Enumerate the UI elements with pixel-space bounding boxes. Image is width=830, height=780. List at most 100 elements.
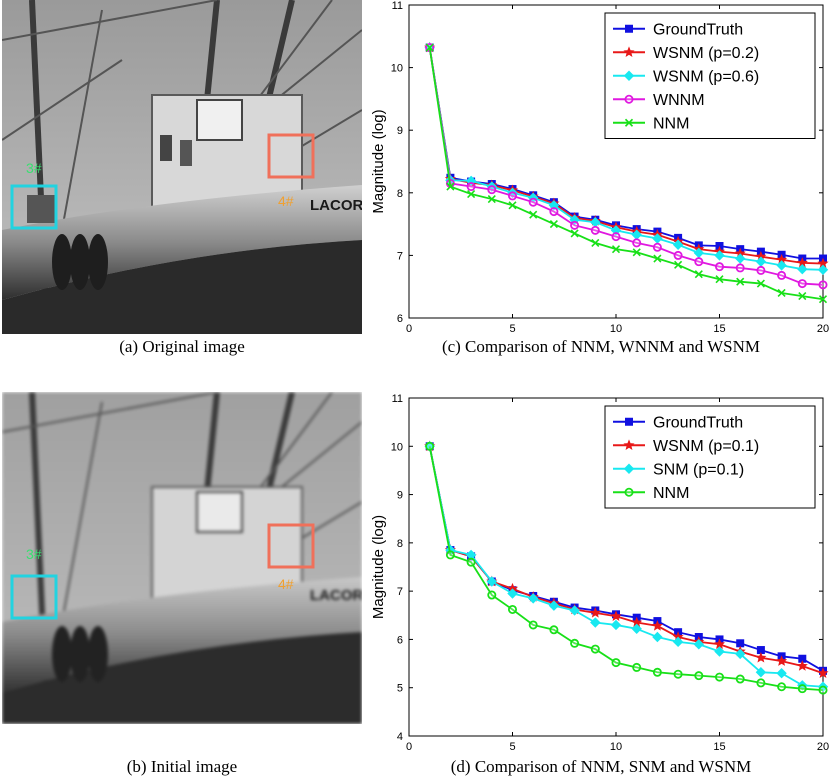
chart-c-data-point (467, 189, 476, 199)
chart-c-data-point (591, 238, 600, 247)
chart-d-data-point (673, 669, 683, 679)
chart-c-data-point (508, 201, 517, 210)
chart-d-legend-label: GroundTruth (653, 414, 743, 431)
chart-c-data-point (797, 263, 808, 275)
chart-c-panel: 0510152067891011The i-th singular valueM… (366, 0, 830, 334)
chart-c-legend-marker (623, 46, 635, 57)
chart-c-ytick-label: 8 (397, 188, 403, 200)
caption-a: (a) Original image (119, 337, 245, 356)
chart-d-data-point (569, 605, 580, 616)
chart-c-data-point (487, 194, 496, 204)
chart-d-data-point (507, 588, 518, 599)
chart-c-ytick-label: 7 (397, 250, 403, 262)
chart-d-legend (604, 405, 816, 509)
patch-3-label: 3# (26, 160, 42, 176)
hull-text-b: LACORU (310, 587, 362, 604)
chart-c-data-point (694, 270, 703, 279)
chart-d-data-point (549, 625, 559, 635)
patch-4-label-b: 4# (278, 576, 294, 592)
patch-4-label: 4# (278, 193, 294, 209)
chart-c-ytick-label: 6 (397, 313, 403, 325)
chart-d-data-point (548, 600, 560, 611)
patch-3-box (10, 184, 58, 230)
chart-c-legend-label: GroundTruth (653, 21, 743, 38)
chart-c-data-point (798, 292, 807, 301)
chart-d-data-point (818, 685, 828, 695)
chart-c-data-point (548, 200, 560, 211)
chart-d-legend-marker (623, 463, 635, 474)
chart-d-data-point (776, 655, 788, 666)
chart-c-data-point (652, 242, 662, 252)
patch-3-box-b (10, 574, 58, 620)
chart-d-panel: 0 5 10 15 20 4 5 6 7 8 9 10 11 The i-th singular valu… (366, 392, 830, 756)
chart-d-data-point (652, 667, 662, 677)
chart-c-data-point (653, 254, 662, 263)
chart-d-ytick-label: 7 (397, 586, 403, 598)
original-image-panel: LACORU 3# 4# (2, 0, 362, 334)
chart-d-xtick-label: 15 (713, 741, 725, 753)
patch-3-label-b: 3# (26, 546, 42, 562)
chart-d-ytick-label: 11 (392, 393, 403, 405)
chart-c-data-point (818, 295, 828, 304)
chart-d-ytick-label: 10 (391, 441, 403, 453)
chart-c-ylabel: Magnitude (log) (370, 109, 387, 213)
patch-4-box-b (267, 523, 315, 569)
chart-c-legend-label: WSNM (p=0.6) (653, 68, 759, 85)
patch-4-box (267, 133, 315, 179)
chart-d-legend-marker (625, 417, 633, 426)
chart-c-data-point (818, 280, 828, 290)
chart-c-legend-label: NNM (653, 115, 689, 132)
chart-c-data-point (549, 207, 559, 217)
chart-c-xtick-label: 10 (610, 323, 622, 334)
chart-d-data-point (632, 662, 642, 672)
chart-d-data-point (797, 684, 807, 694)
chart-d-xtick-label: 10 (610, 741, 622, 753)
chart-c-data-point (797, 279, 807, 289)
chart-c-data-point (425, 43, 434, 52)
chart-d-data-point (694, 671, 704, 681)
caption-d: (d) Comparison of NNM, SNM and WSNM (450, 757, 752, 776)
chart-c-series-4 (425, 43, 828, 304)
chart-c-data-point (714, 262, 724, 272)
chart-d-data-point (777, 682, 787, 692)
chart-c-data-point (446, 182, 455, 191)
chart-d-legend-marker (624, 487, 634, 497)
chart-c-legend-label: WNNM (653, 92, 705, 109)
chart-d-ytick-label: 4 (397, 731, 403, 743)
initial-image: LACORU (2, 392, 362, 724)
chart-c-xtick-label: 0 (406, 323, 412, 334)
chart-d-legend-label: NNM (653, 485, 689, 502)
chart-d-data-point (652, 631, 663, 643)
chart-d-legend-marker (623, 439, 635, 450)
chart-c-xtick-label: 5 (509, 323, 515, 334)
chart-c-data-point (694, 257, 704, 267)
chart-d-data-point (487, 590, 497, 600)
chart-d-data-point (528, 620, 538, 630)
chart-d-data-point (755, 667, 767, 678)
chart-d-data-point (693, 639, 705, 650)
chart-c-ytick-label: 10 (391, 63, 403, 75)
chart-c-data-point (466, 182, 476, 192)
caption-b: (b) Initial image (126, 757, 238, 776)
chart-c-data-point (632, 238, 642, 248)
chart-d-data-point (590, 617, 601, 628)
chart-d-data-point (527, 593, 539, 604)
chart-c-data-point (611, 245, 621, 254)
chart-c-data-point (590, 225, 600, 235)
chart-c-data-point (756, 265, 766, 275)
chart-d-data-point (713, 638, 726, 649)
chart-c-legend-marker (625, 24, 633, 33)
chart-d-data-point (445, 550, 455, 560)
chart-d-data-point (776, 668, 787, 679)
chart-d-ytick-label: 6 (397, 634, 403, 646)
chart-d-data-point (611, 658, 621, 668)
chart-c-legend-marker (624, 94, 634, 104)
chart-d-data-point (425, 441, 435, 451)
chart-d-data-point (610, 619, 622, 631)
chart-c-xtick-label: 15 (713, 323, 725, 334)
chart-d-data-point (651, 620, 663, 631)
chart-c-data-point (610, 225, 622, 236)
chart-c-ytick-label: 11 (392, 0, 403, 12)
chart-c-data-point (487, 185, 497, 195)
chart-d-series-3 (425, 441, 828, 695)
